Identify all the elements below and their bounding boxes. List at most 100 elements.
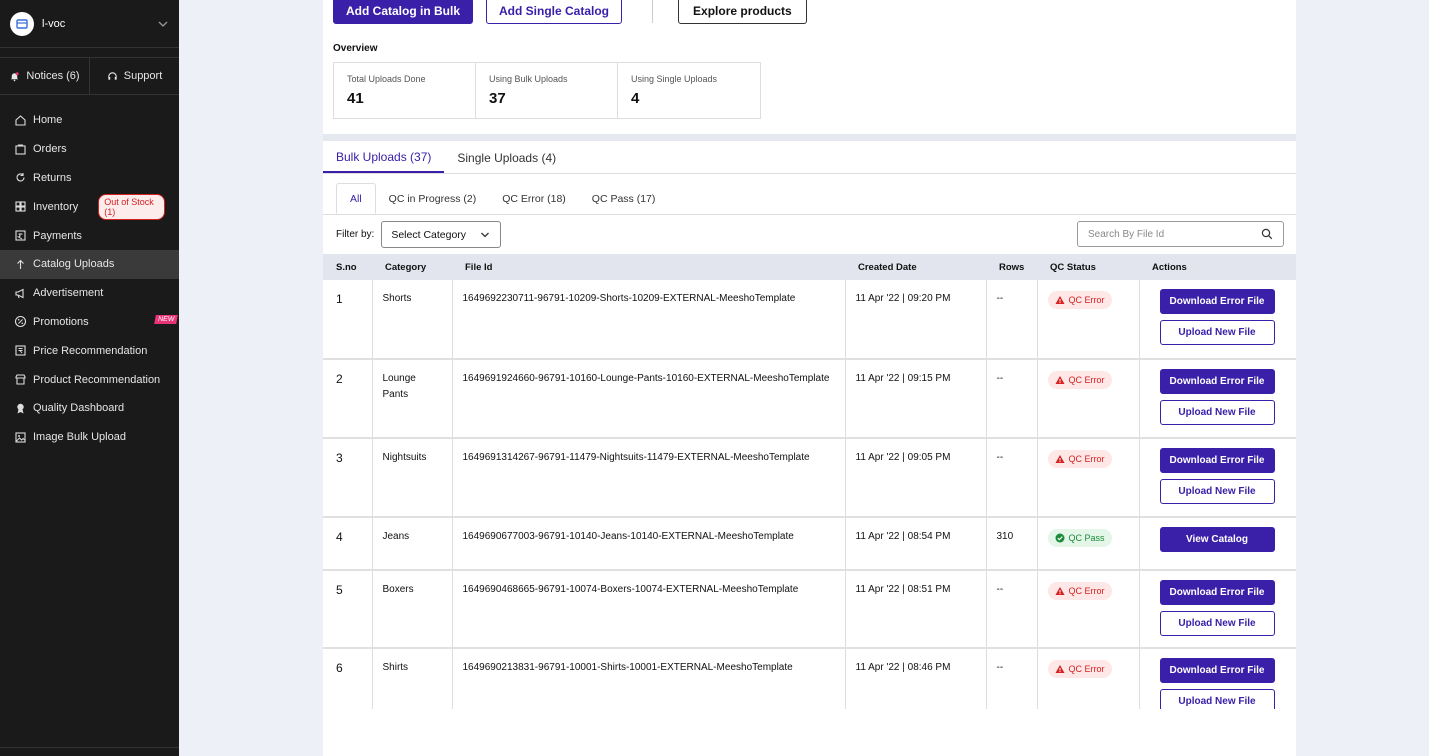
notices-button[interactable]: Notices (6) — [0, 58, 90, 94]
sidebar-item-inventory[interactable]: Inventory Out of Stock (1) — [0, 192, 179, 221]
cell-actions: Download Error File Upload New File — [1139, 280, 1296, 360]
download-error-file-button[interactable]: Download Error File — [1159, 289, 1275, 314]
table-row: 6 Shirts 1649690213831-96791-10001-Shirt… — [323, 648, 1296, 709]
cell-file-id: 1649691924660-96791-10160-Lounge-Pants-1… — [452, 359, 846, 439]
store-icon — [15, 374, 26, 385]
support-label: Support — [123, 70, 163, 82]
sidebar-item-returns[interactable]: Returns — [0, 164, 179, 193]
bulk-uploads-card: Using Bulk Uploads 37 — [476, 63, 618, 118]
cell-file-id: 1649690213831-96791-10001-Shirts-10001-E… — [452, 648, 846, 709]
sidebar-item-payments[interactable]: Payments — [0, 221, 179, 250]
warning-icon — [1055, 296, 1064, 304]
upload-new-file-button[interactable]: Upload New File — [1159, 320, 1275, 345]
table-row: 1 Shorts 1649692230711-96791-10209-Short… — [323, 280, 1296, 360]
qc-error-badge: QC Error — [1047, 291, 1112, 309]
add-single-catalog-button[interactable]: Add Single Catalog — [486, 0, 623, 24]
uploads-table: S.no Category File Id Created Date Rows … — [323, 254, 1296, 709]
cell-created-date: 11 Apr '22 | 08:54 PM — [845, 517, 987, 571]
cell-qc-status: QC Error — [1037, 280, 1140, 360]
cell-created-date: 11 Apr '22 | 09:20 PM — [845, 280, 987, 360]
cell-qc-status: QC Error — [1037, 438, 1140, 518]
cell-rows: -- — [986, 359, 1038, 439]
category-select[interactable]: Select Category — [381, 221, 502, 248]
sidebar-nav: Home Orders Returns Inventory Out of Sto… — [0, 106, 179, 452]
sidebar-item-catalog-uploads[interactable]: Catalog Uploads — [0, 249, 179, 279]
table-row: 3 Nightsuits 1649691314267-96791-11479-N… — [323, 438, 1296, 518]
subtab-divider — [323, 214, 1296, 215]
returns-icon — [16, 173, 25, 182]
cell-category: Boxers — [372, 570, 453, 649]
card-label: Using Bulk Uploads — [489, 74, 568, 84]
sidebar-item-label: Promotions — [33, 315, 89, 328]
chevron-down-icon — [481, 232, 490, 237]
upload-new-file-button[interactable]: Upload New File — [1159, 689, 1275, 709]
top-actions: Add Catalog in Bulk Add Single Catalog E… — [333, 0, 807, 24]
inventory-icon — [15, 201, 26, 212]
action-group: Download Error File Upload New File — [1150, 289, 1289, 345]
cell-rows: -- — [986, 438, 1038, 518]
tab-all[interactable]: All — [336, 183, 376, 214]
search-input[interactable] — [1088, 228, 1248, 240]
cell-sno: 2 — [323, 359, 373, 439]
cell-category: Jeans — [372, 517, 453, 571]
sidebar-item-price-recommendation[interactable]: Price Recommendation — [0, 336, 179, 365]
cell-created-date: 11 Apr '22 | 09:15 PM — [845, 359, 987, 439]
sidebar-item-quality-dashboard[interactable]: Quality Dashboard — [0, 394, 179, 423]
headset-icon — [108, 71, 117, 80]
sidebar-item-label: Product Recommendation — [33, 373, 161, 386]
check-circle-icon — [1055, 533, 1064, 543]
sidebar-item-home[interactable]: Home — [0, 106, 179, 135]
cell-rows: -- — [986, 648, 1038, 709]
card-value: 41 — [347, 90, 364, 107]
qc-status-text: QC Error — [1068, 375, 1105, 385]
header-sno: S.no — [323, 254, 372, 280]
card-value: 37 — [489, 90, 506, 107]
upload-new-file-button[interactable]: Upload New File — [1159, 479, 1275, 504]
uploads-table-container[interactable]: S.no Category File Id Created Date Rows … — [323, 254, 1296, 709]
qc-error-badge: QC Error — [1047, 660, 1112, 678]
megaphone-icon — [15, 288, 24, 299]
section-divider — [323, 134, 1296, 141]
download-error-file-button[interactable]: Download Error File — [1159, 369, 1275, 394]
chevron-down-icon[interactable] — [157, 18, 169, 30]
sidebar-item-product-recommendation[interactable]: Product Recommendation — [0, 365, 179, 394]
tab-qc-in-progress[interactable]: QC in Progress (2) — [388, 192, 477, 205]
cell-created-date: 11 Apr '22 | 09:05 PM — [845, 438, 987, 518]
overview-cards: Total Uploads Done 41 Using Bulk Uploads… — [333, 62, 761, 119]
download-error-file-button[interactable]: Download Error File — [1159, 580, 1275, 605]
download-error-file-button[interactable]: Download Error File — [1159, 658, 1275, 683]
tab-single-uploads[interactable]: Single Uploads (4) — [457, 150, 557, 165]
bell-icon — [11, 71, 20, 81]
cell-file-id: 1649690677003-96791-10140-Jeans-10140-EX… — [452, 517, 846, 571]
sidebar-item-image-bulk-upload[interactable]: Image Bulk Upload — [0, 423, 179, 452]
view-catalog-button[interactable]: View Catalog — [1159, 527, 1275, 552]
add-catalog-bulk-button[interactable]: Add Catalog in Bulk — [333, 0, 473, 24]
action-divider — [652, 0, 654, 23]
sidebar-item-orders[interactable]: Orders — [0, 135, 179, 164]
sidebar-item-promotions[interactable]: Promotions NEW — [0, 308, 179, 337]
tab-qc-error[interactable]: QC Error (18) — [502, 192, 566, 205]
notice-support-row: Notices (6) Support — [0, 57, 179, 95]
sidebar-item-advertisement[interactable]: Advertisement — [0, 279, 179, 308]
download-error-file-button[interactable]: Download Error File — [1159, 448, 1275, 473]
table-row: 5 Boxers 1649690468665-96791-10074-Boxer… — [323, 570, 1296, 649]
sidebar: l-voc Notices (6) Support Home Orders Re… — [0, 0, 179, 756]
tab-bulk-uploads[interactable]: Bulk Uploads (37) — [323, 142, 445, 173]
card-label: Total Uploads Done — [347, 74, 426, 84]
action-group: Download Error File Upload New File — [1150, 369, 1289, 425]
table-header-row: S.no Category File Id Created Date Rows … — [323, 254, 1296, 280]
account-switcher[interactable]: l-voc — [0, 0, 179, 48]
sidebar-item-label: Catalog Uploads — [33, 258, 115, 271]
cell-actions: Download Error File Upload New File — [1139, 359, 1296, 439]
tab-qc-pass[interactable]: QC Pass (17) — [591, 192, 656, 205]
upload-new-file-button[interactable]: Upload New File — [1159, 611, 1275, 636]
upload-new-file-button[interactable]: Upload New File — [1159, 400, 1275, 425]
card-label: Using Single Uploads — [631, 74, 718, 84]
file-id-search[interactable] — [1077, 221, 1284, 247]
quality-icon — [17, 403, 24, 414]
support-button[interactable]: Support — [90, 58, 179, 94]
store-icon — [16, 18, 28, 29]
search-icon[interactable] — [1261, 228, 1273, 240]
qc-status-tabs: All QC in Progress (2) QC Error (18) QC … — [336, 183, 668, 214]
explore-products-button[interactable]: Explore products — [678, 0, 807, 24]
